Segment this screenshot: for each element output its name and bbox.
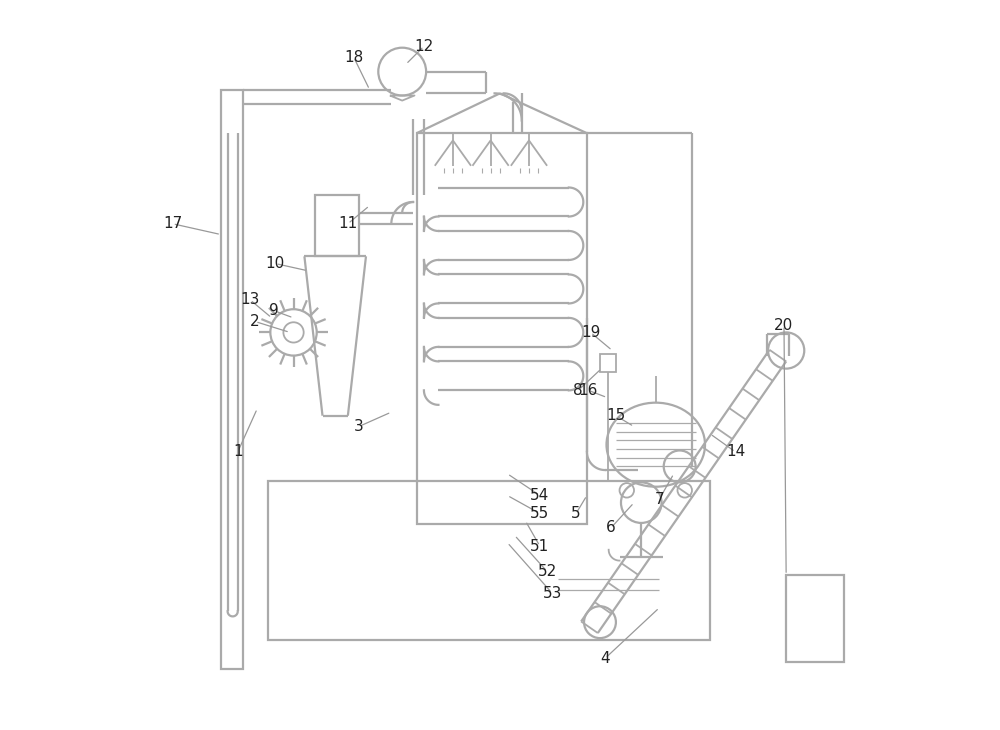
Text: 51: 51: [530, 539, 549, 553]
Text: 15: 15: [606, 408, 626, 423]
Bar: [315, 195, 359, 256]
Text: 10: 10: [266, 256, 285, 271]
Bar: [786, 575, 844, 662]
Text: 13: 13: [240, 292, 260, 307]
Text: 7: 7: [655, 491, 664, 507]
Text: 53: 53: [542, 585, 562, 601]
Text: 54: 54: [530, 488, 549, 503]
Text: 12: 12: [414, 39, 434, 54]
Text: 19: 19: [581, 325, 600, 340]
Text: 52: 52: [537, 564, 557, 579]
Text: 2: 2: [250, 314, 260, 329]
Text: 1: 1: [233, 445, 243, 459]
Text: 17: 17: [163, 216, 182, 231]
Text: 5: 5: [571, 506, 581, 521]
Text: 4: 4: [600, 651, 610, 666]
Text: 14: 14: [726, 445, 745, 459]
Text: 9: 9: [269, 303, 279, 318]
Text: 20: 20: [774, 318, 794, 333]
Bar: [417, 133, 587, 524]
Bar: [600, 354, 616, 372]
Text: 11: 11: [338, 216, 357, 231]
Bar: [221, 90, 243, 669]
Text: 16: 16: [579, 383, 598, 398]
Text: 55: 55: [530, 506, 549, 521]
Bar: [268, 481, 710, 640]
Text: 8: 8: [573, 383, 583, 398]
Text: 18: 18: [344, 50, 363, 65]
Text: 3: 3: [354, 419, 364, 434]
Text: 6: 6: [606, 520, 616, 536]
